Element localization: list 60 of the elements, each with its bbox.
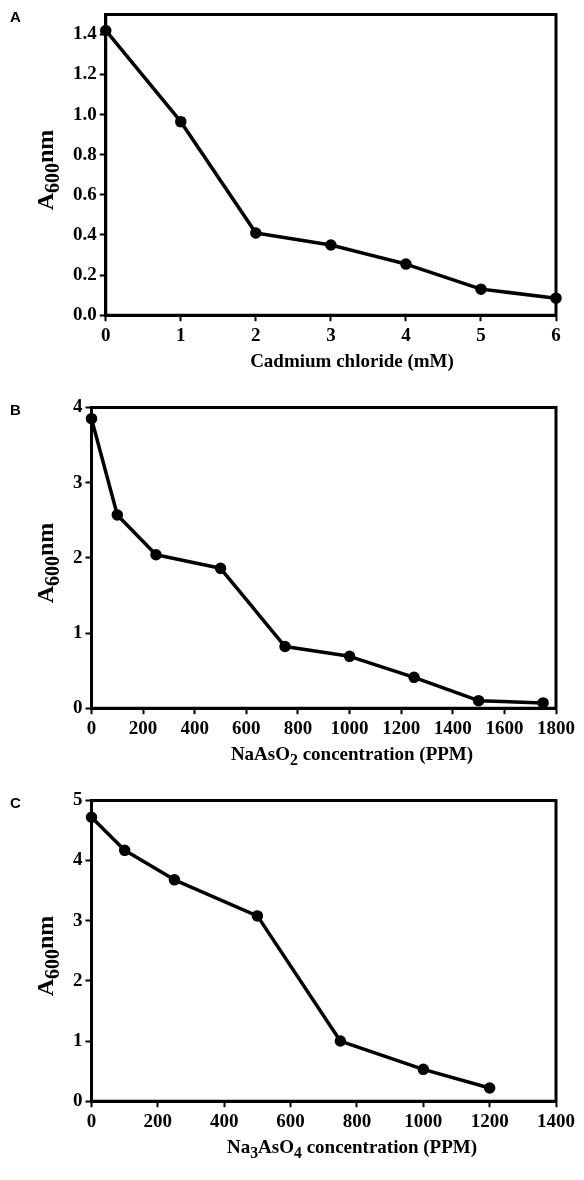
y-tick-label: 1.0 <box>73 102 97 124</box>
x-tick-label: 1200 <box>382 716 421 738</box>
x-tick-label: 400 <box>209 1109 239 1131</box>
x-axis-title: NaAsO$_{2}$ concentration (PPM) <box>229 743 475 769</box>
x-tick-label: 6 <box>551 323 561 345</box>
x-tick-label: 200 <box>143 1109 173 1131</box>
point <box>168 874 181 886</box>
point <box>214 562 227 575</box>
x-tick-label: 1200 <box>470 1109 509 1131</box>
point <box>279 640 291 653</box>
point <box>483 1082 496 1094</box>
x-axis-title: Na$_{3}$AsO$_{4}$ concentration (PPM) <box>225 1136 479 1162</box>
x-tick-label: 1000 <box>404 1109 443 1131</box>
x-tick-label: 1800 <box>537 716 575 738</box>
y-tick-label: 0.8 <box>73 142 97 164</box>
y-tick-label: 1 <box>73 1028 83 1050</box>
y-tick-label: 1 <box>73 620 83 642</box>
x-tick-label: 400 <box>180 716 209 738</box>
point <box>150 549 162 561</box>
x-tick-label: 1600 <box>485 716 524 738</box>
point <box>472 694 485 707</box>
x-tick-label: 3 <box>326 323 336 345</box>
chart-title: C <box>10 794 21 811</box>
x-tick-label: 800 <box>342 1109 372 1131</box>
x-tick-label: 1000 <box>330 716 369 738</box>
point <box>334 1035 347 1047</box>
x-tick-label: 5 <box>476 323 486 345</box>
y-tick-label: 0.4 <box>73 222 98 244</box>
x-tick-label: 800 <box>283 716 313 738</box>
point <box>417 1063 430 1076</box>
chart-title: A <box>10 8 21 25</box>
chart-title: B <box>10 401 21 418</box>
x-axis-title: Cadmium chloride (mM) <box>249 350 455 372</box>
point <box>118 844 131 857</box>
x-tick-label: 2 <box>251 323 261 345</box>
point <box>251 910 264 922</box>
y-tick-label: 0.6 <box>73 182 97 204</box>
point <box>111 509 124 521</box>
y-tick-label: 4 <box>73 848 83 870</box>
y-tick-label: 2 <box>73 968 83 990</box>
y-tick-label: 0 <box>73 696 83 718</box>
x-tick-label: 1400 <box>433 716 472 738</box>
point <box>408 671 420 684</box>
y-tick-label: 0.2 <box>73 263 97 284</box>
x-tick-label: 600 <box>276 1109 305 1131</box>
y-tick-label: 2 <box>73 545 83 567</box>
y-tick-label: 1.4 <box>73 22 98 44</box>
y-tick-label: 0 <box>73 1089 83 1111</box>
point <box>343 650 356 663</box>
x-tick-label: 200 <box>128 716 158 738</box>
y-tick-label: 5 <box>73 788 83 810</box>
y-tick-label: 1.2 <box>73 62 97 84</box>
y-tick-label: 4 <box>73 395 83 417</box>
y-tick-label: 0.0 <box>73 303 97 325</box>
x-tick-label: 1 <box>176 323 186 345</box>
y-tick-label: 3 <box>73 908 83 930</box>
x-tick-label: 1400 <box>537 1109 575 1131</box>
y-tick-label: 3 <box>73 470 83 492</box>
x-tick-label: 4 <box>401 323 412 345</box>
x-tick-label: 600 <box>232 716 261 738</box>
